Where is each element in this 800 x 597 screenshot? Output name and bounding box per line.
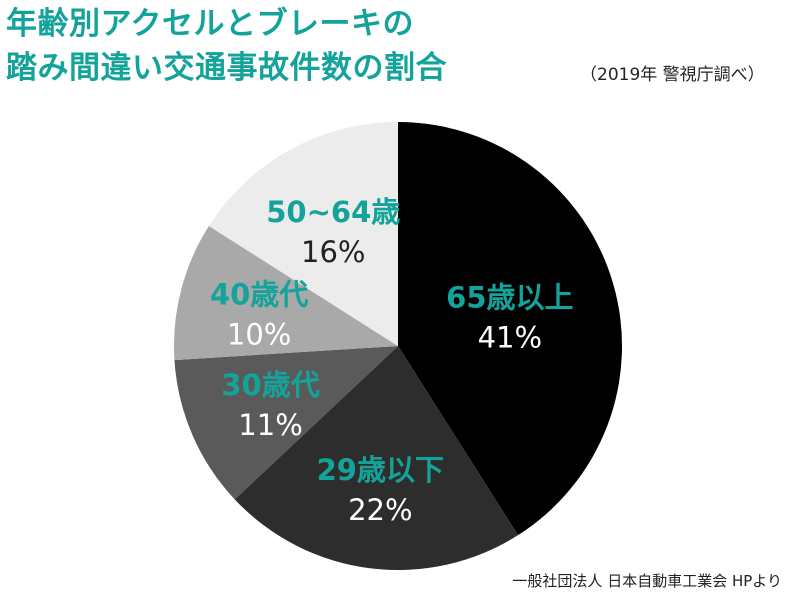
chart-title-line-1: 年齢別アクセルとブレーキの [6, 6, 414, 42]
pie-slice-1 [234, 346, 519, 571]
survey-note: （2019年 警視庁調べ） [580, 65, 765, 85]
chart-title-line-2: 踏み間違い交通事故件数の割合 [6, 50, 447, 86]
pie-slice-2 [174, 346, 398, 500]
source-credit: 一般社団法人 日本自動車工業会 HPより [512, 572, 782, 590]
slice-label-3: 40歳代 [210, 277, 308, 311]
slice-percent-3: 10% [227, 317, 291, 351]
slice-label-2: 30歳代 [221, 368, 319, 402]
chart-title: 年齢別アクセルとブレーキの 踏み間違い交通事故件数の割合 [6, 2, 447, 90]
slice-label-0: 65歳以上 [446, 281, 573, 315]
slice-percent-4: 16% [301, 235, 365, 269]
slice-percent-1: 22% [348, 493, 412, 527]
pie-slice-4 [208, 122, 398, 346]
slice-label-4: 50~64歳 [266, 195, 400, 229]
slice-label-1: 29歳以下 [317, 453, 444, 487]
slice-percent-2: 11% [238, 408, 302, 442]
pie-slice-0 [398, 122, 622, 536]
pie-slice-3 [174, 225, 398, 361]
slice-percent-0: 41% [478, 321, 542, 355]
